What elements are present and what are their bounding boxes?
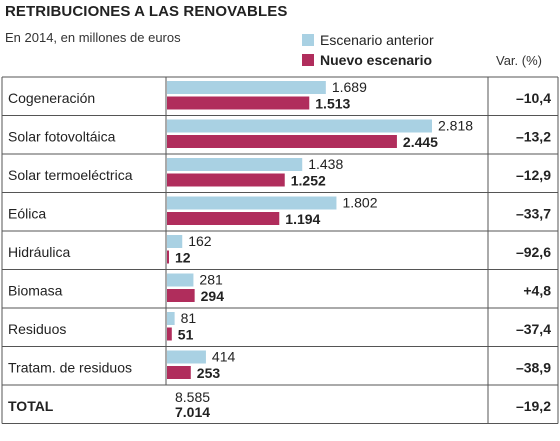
chart-title: RETRIBUCIONES A LAS RENOVABLES	[5, 3, 288, 20]
variation-value: –92,6	[516, 244, 551, 260]
variation-value: –33,7	[516, 206, 551, 222]
data-label-anterior: 1.802	[342, 195, 377, 211]
total-variation-value: –19,2	[516, 398, 551, 414]
bar-anterior	[167, 235, 183, 248]
total-label: TOTAL	[8, 398, 54, 414]
data-label-anterior: 1.689	[332, 79, 367, 95]
legend-item-nuevo: Nuevo escenario	[302, 51, 434, 69]
data-label-nuevo: 1.194	[285, 211, 320, 227]
legend-swatch-anterior	[302, 34, 314, 46]
bar-nuevo	[167, 289, 195, 302]
chart-subtitle: En 2014, en millones de euros	[5, 30, 181, 45]
bar-nuevo	[167, 327, 172, 341]
category-label: Residuos	[8, 321, 66, 337]
variation-value: –37,4	[516, 321, 551, 337]
data-label-anterior: 281	[199, 272, 223, 288]
bar-anterior	[167, 350, 206, 364]
bar-nuevo	[167, 366, 191, 379]
bar-nuevo	[167, 250, 169, 264]
data-label-anterior: 2.818	[438, 118, 473, 134]
data-label-nuevo: 12	[175, 250, 191, 266]
data-label-anterior: 81	[181, 310, 197, 326]
bar-anterior	[167, 312, 175, 325]
category-label: Tratam. de residuos	[8, 360, 132, 376]
category-label: Solar termoeléctrica	[8, 167, 133, 183]
data-label-anterior: 1.438	[308, 156, 343, 172]
data-label-anterior: 414	[212, 349, 236, 365]
variation-value: –10,4	[516, 90, 551, 106]
bar-anterior	[167, 158, 303, 171]
legend-item-anterior: Escenario anterior	[302, 31, 434, 49]
legend-label-anterior: Escenario anterior	[320, 32, 434, 48]
data-label-nuevo: 1.252	[291, 173, 326, 189]
bar-nuevo	[167, 173, 285, 187]
bar-nuevo	[167, 96, 310, 110]
legend-swatch-nuevo	[302, 54, 314, 66]
category-label: Cogeneración	[8, 90, 95, 106]
category-label: Biomasa	[8, 283, 63, 299]
legend-label-nuevo: Nuevo escenario	[320, 52, 433, 68]
data-label-nuevo: 1.513	[315, 96, 350, 112]
category-label: Hidráulica	[8, 244, 70, 260]
data-label-nuevo: 51	[178, 327, 194, 343]
data-label-nuevo: 2.445	[403, 134, 438, 150]
variation-value: –12,9	[516, 167, 551, 183]
variation-value: +4,8	[523, 283, 551, 299]
bar-anterior	[167, 81, 326, 94]
total-nuevo-value: 7.014	[175, 404, 210, 420]
legend: Escenario anterior Nuevo escenario	[302, 31, 434, 69]
bar-nuevo	[167, 212, 280, 225]
variation-value: –38,9	[516, 360, 551, 376]
category-label: Eólica	[8, 206, 46, 222]
bar-anterior	[167, 273, 194, 287]
category-label: Solar fotovoltáica	[8, 129, 116, 145]
data-label-nuevo: 294	[201, 288, 225, 304]
bar-anterior	[167, 196, 337, 210]
bar-nuevo	[167, 135, 397, 148]
variation-value: –13,2	[516, 129, 551, 145]
data-label-nuevo: 253	[197, 365, 221, 381]
variation-header: Var. (%)	[496, 53, 542, 68]
total-anterior-value: 8.585	[175, 389, 210, 405]
bar-anterior	[167, 119, 432, 133]
data-label-anterior: 162	[188, 233, 212, 249]
